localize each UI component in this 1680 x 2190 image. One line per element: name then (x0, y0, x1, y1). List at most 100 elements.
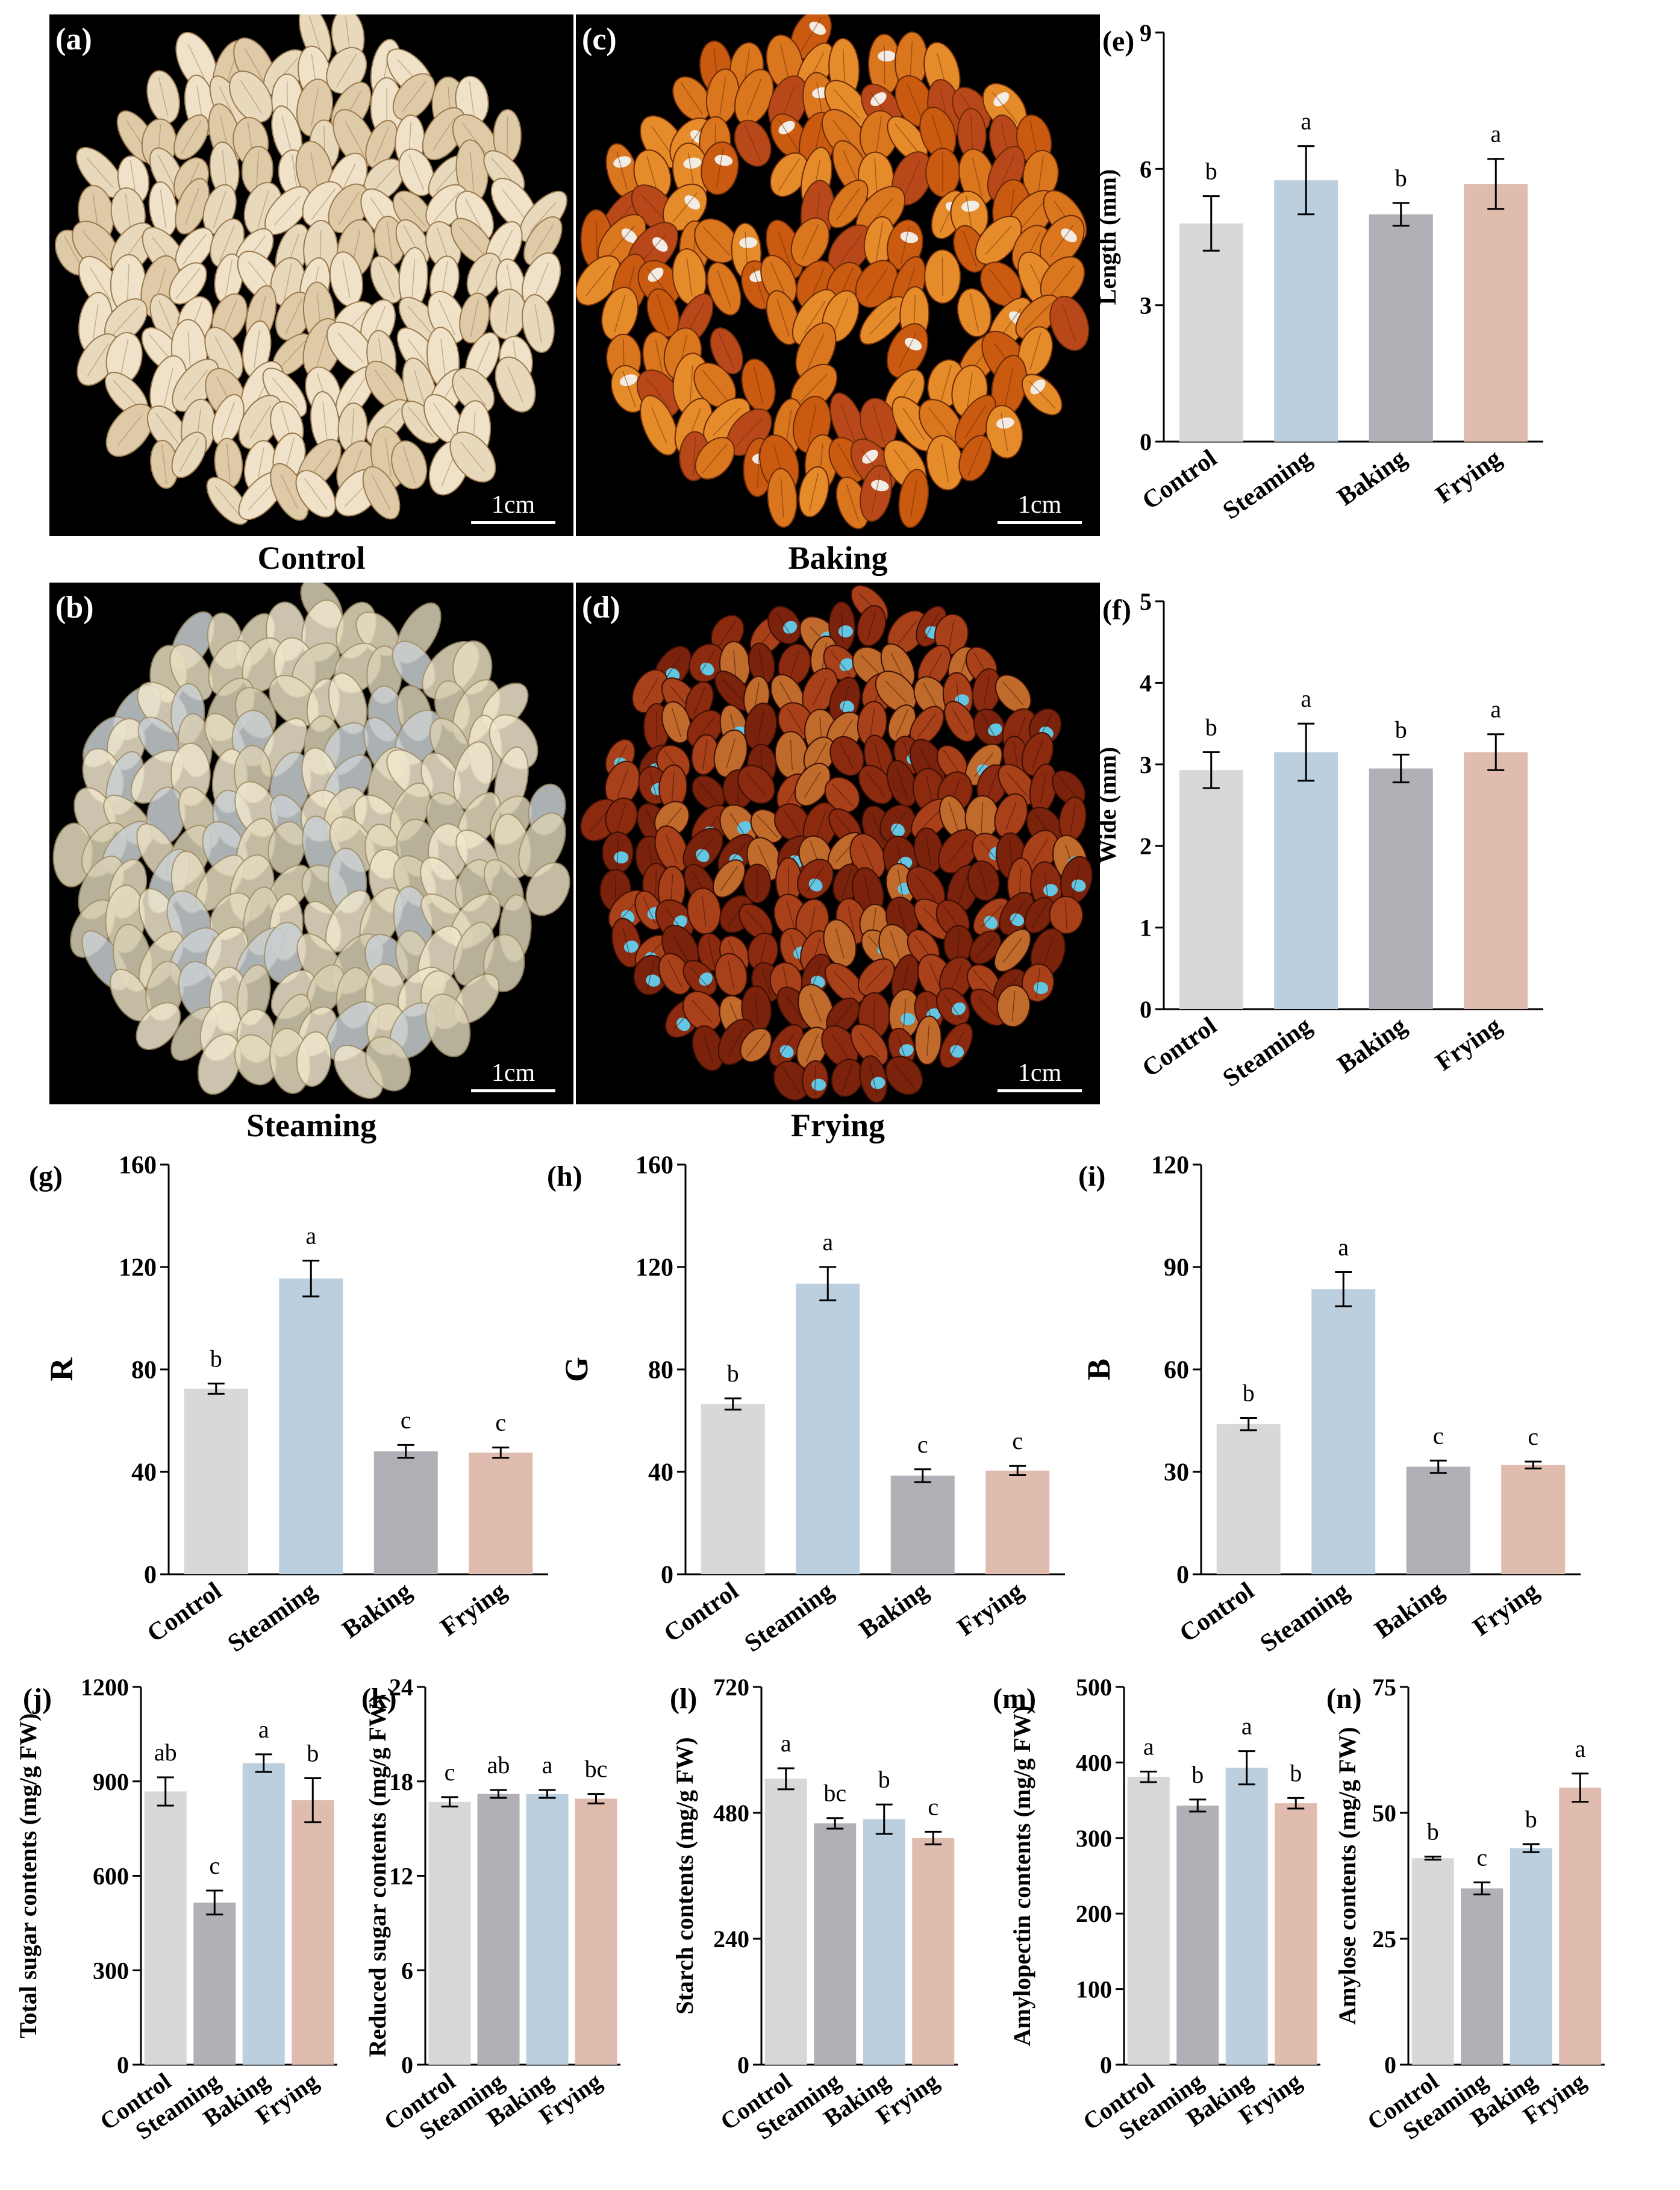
photo-control: (a) 1cm (49, 14, 573, 536)
y-tick-label: 600 (93, 1863, 129, 1890)
rice-grain-groove (893, 1063, 914, 1087)
rice-grain-groove (680, 82, 704, 115)
rice-grain (229, 70, 273, 123)
rice-grain-groove (948, 839, 969, 864)
rice-grain-groove (533, 262, 549, 299)
rice-grain-groove (808, 472, 819, 511)
rice-grain (823, 919, 857, 968)
y-tick-label: 0 (1176, 1562, 1189, 1589)
significance-letter: a (1338, 1234, 1349, 1261)
rice-grain-groove (840, 686, 849, 716)
significance-letter: b (727, 1360, 739, 1387)
rice-grain-groove (752, 266, 765, 304)
y-axis-label: Reduced sugar contents (mg/g FW) (364, 1695, 391, 2057)
rice-grain (973, 709, 1006, 746)
bar-steaming (796, 1283, 860, 1574)
panel-label: (i) (1078, 1160, 1105, 1192)
rice-grain-groove (837, 443, 858, 477)
rice-grain (850, 1024, 889, 1066)
bar-steaming (1176, 1805, 1219, 2065)
rice-grain (1024, 896, 1055, 934)
rice-grain-groove (728, 1028, 745, 1056)
rice-grain-groove (866, 966, 887, 989)
rice-grain (391, 440, 428, 490)
rice-grain-groove (1011, 990, 1016, 1021)
rice-grains-image (52, 583, 570, 1100)
rice-grain-groove (897, 620, 917, 645)
rice-grain-groove (702, 370, 728, 401)
rice-grain (495, 356, 536, 413)
rice-grain-groove (958, 874, 969, 904)
rice-grain-groove (1031, 902, 1048, 929)
rice-grain-groove (733, 650, 737, 681)
rice-grain (824, 777, 860, 813)
rice-grain-groove (616, 152, 628, 190)
rice-grain (296, 1031, 332, 1087)
rice-grain (605, 797, 638, 837)
rice-grain (682, 828, 723, 871)
rice-grain-groove (411, 259, 416, 298)
rice-grain (926, 435, 964, 491)
rice-grain-groove (507, 366, 523, 403)
rice-grain-groove (916, 875, 936, 900)
bar-baking (1225, 1768, 1268, 2065)
rice-grain (879, 804, 916, 843)
bar-control (184, 1388, 248, 1574)
rice-grain-groove (614, 295, 626, 333)
rice-grain-groove (1031, 838, 1049, 865)
category-label: Frying (1431, 445, 1507, 509)
rice-grain-groove (941, 443, 949, 483)
rice-grain-groove (225, 259, 233, 298)
significance-letter: c (928, 1793, 938, 1820)
rice-grain-spot (683, 157, 702, 169)
rice-grain-groove (786, 901, 796, 931)
rice-grain (136, 1002, 181, 1050)
y-axis-label: Amylose contents (mg/g FW) (1334, 1727, 1361, 2024)
rice-grain-groove (717, 270, 731, 307)
significance-letter: a (1241, 1713, 1252, 1740)
rice-grain-groove (867, 611, 876, 641)
rice-grain-groove (214, 486, 240, 516)
rice-grain-groove (790, 934, 801, 965)
rice-grain (797, 859, 834, 899)
rice-grain-groove (782, 1068, 801, 1094)
category-label: Frying (1468, 1577, 1544, 1642)
rice-grain-groove (311, 88, 319, 127)
significance-letter: a (781, 1730, 792, 1757)
rice-grain (790, 217, 830, 267)
significance-letter: c (445, 1759, 455, 1786)
rice-grain-groove (672, 192, 698, 223)
rice-grain-groove (801, 224, 819, 260)
scale-bar-label: 1cm (491, 491, 536, 519)
significance-letter: a (1575, 1735, 1585, 1762)
rice-grain-groove (800, 373, 828, 402)
rice-grain-groove (926, 653, 943, 680)
rice-grain (1015, 294, 1060, 340)
y-tick-label: 0 (1100, 2051, 1112, 2079)
rice-grain-groove (310, 152, 319, 191)
rice-grain-groove (810, 993, 822, 1023)
rice-grain (295, 470, 336, 518)
significance-letter: b (1427, 1818, 1439, 1845)
significance-letter: a (1490, 696, 1501, 723)
rice-grain-groove (890, 652, 905, 680)
rice-grain-groove (280, 474, 299, 510)
bar-control (1216, 1424, 1281, 1574)
rice-grain (734, 119, 772, 167)
rice-grain (694, 218, 739, 264)
rice-grain-groove (470, 151, 475, 190)
rice-grain-groove (869, 709, 875, 739)
panel-label: (n) (1326, 1683, 1362, 1715)
rice-grain-groove (408, 154, 425, 191)
rice-grain-groove (903, 998, 907, 1030)
rice-grain (712, 859, 746, 898)
rice-grain-groove (992, 92, 1017, 123)
rice-grain-groove (686, 257, 693, 296)
rice-grain-groove (1005, 801, 1017, 831)
rice-grain-groove (187, 331, 191, 371)
rice-grain-groove (904, 160, 920, 197)
panel-label: (b) (55, 590, 94, 625)
rice-grain (150, 439, 179, 489)
rice-grain (924, 249, 961, 304)
rice-grain-groove (373, 126, 390, 163)
